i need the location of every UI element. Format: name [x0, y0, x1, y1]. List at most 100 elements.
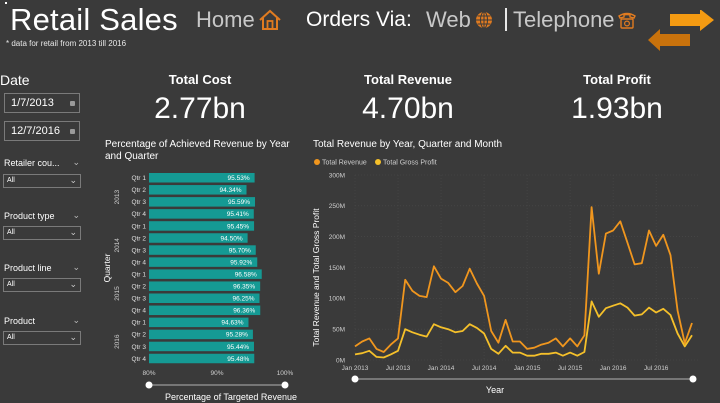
range-slider-end-handle[interactable] — [281, 381, 289, 389]
y-tick-label: 250M — [329, 203, 345, 210]
bar[interactable] — [149, 269, 262, 279]
kpi-total-revenue-value: 4.70bn — [362, 92, 454, 125]
bar-value-label: 95.70% — [229, 247, 251, 254]
bar-value-label: 94.50% — [221, 235, 243, 242]
slicer-value: All — [7, 177, 15, 184]
quarter-label: Qtr 1 — [132, 271, 147, 278]
slicer-label: Product line — [4, 263, 52, 273]
achieved-revenue-bar-chart: 2013 Qtr 1 95.53% Qtr 2 94.34% Qtr 3 95.59% Qtr… — [102, 173, 297, 402]
range-slider-end-handle[interactable] — [689, 375, 697, 383]
bar[interactable] — [149, 317, 249, 328]
bar[interactable] — [149, 209, 254, 219]
nav-separator — [505, 8, 507, 31]
telephone-nav-button[interactable]: Telephone — [513, 7, 637, 33]
bar[interactable] — [149, 329, 253, 340]
bar-value-label: 95.28% — [226, 332, 248, 339]
web-nav-button[interactable]: Web — [426, 7, 493, 33]
bar-value-label: 96.35% — [233, 284, 255, 291]
bar[interactable] — [149, 245, 256, 255]
total-revenue-line[interactable] — [354, 206, 693, 353]
bar[interactable] — [149, 197, 256, 207]
retailer-country-dropdown[interactable]: All ⌄ — [3, 174, 81, 188]
telephone-label: Telephone — [513, 7, 615, 32]
range-slider-start-handle[interactable] — [351, 375, 359, 383]
home-nav-button[interactable]: Home — [196, 7, 282, 33]
chevron-down-icon: ⌄ — [72, 315, 80, 325]
product-slicer-header[interactable]: Product ⌄ — [4, 315, 80, 326]
telephone-icon — [617, 12, 636, 29]
quarter-label: Qtr 2 — [132, 332, 147, 339]
calendar-icon[interactable] — [70, 129, 75, 134]
home-icon — [259, 9, 281, 30]
bar[interactable] — [149, 305, 261, 316]
chevron-down-icon: ⌄ — [72, 157, 80, 167]
range-slider-start-handle[interactable] — [145, 381, 153, 389]
product-dropdown[interactable]: All ⌄ — [3, 331, 81, 345]
bar[interactable] — [149, 221, 255, 231]
product-type-dropdown[interactable]: All ⌄ — [3, 226, 81, 240]
x-tick-label: Jul 2013 — [386, 365, 411, 372]
x-tick-label: Jan 2014 — [428, 365, 455, 372]
slicer-label: Retailer cou... — [4, 158, 60, 168]
x-tick-label: Jul 2014 — [472, 365, 497, 372]
legend-label-total-revenue[interactable]: Total Revenue — [322, 160, 367, 167]
slicer-label: Product — [4, 316, 36, 326]
bar[interactable] — [149, 281, 261, 291]
x-axis-title: Year — [486, 385, 504, 395]
y-axis-title: Total Revenue and Total Gross Profit — [311, 208, 321, 347]
year-label: 2013 — [114, 189, 121, 204]
legend-marker-total-revenue — [314, 159, 320, 165]
quarter-label: Qtr 1 — [132, 223, 147, 230]
y-tick-label: 0M — [336, 357, 345, 364]
product-line-dropdown[interactable]: All ⌄ — [3, 278, 81, 292]
bar-chart-title: Percentage of Achieved Revenue by Year a… — [105, 139, 290, 162]
bar-value-label: 95.92% — [230, 259, 252, 266]
x-tick-label: Jan 2016 — [600, 365, 627, 372]
retailer-country-slicer-header[interactable]: Retailer cou... ⌄ — [4, 157, 80, 168]
kpi-total-cost-label: Total Cost — [168, 72, 232, 87]
kpi-total-profit-value: 1.93bn — [571, 92, 663, 125]
year-label: 2014 — [114, 238, 121, 253]
x-tick-label: Jul 2015 — [558, 365, 583, 372]
date-end-input[interactable]: 12/7/2016 — [4, 121, 80, 141]
bar[interactable] — [149, 173, 255, 183]
y-tick-label: 50M — [332, 326, 345, 333]
product-type-slicer-header[interactable]: Product type ⌄ — [4, 210, 80, 221]
y-tick-label: 150M — [329, 265, 345, 272]
bar-value-label: 95.59% — [228, 199, 250, 206]
kpi-total-cost-value: 2.77bn — [154, 92, 246, 125]
legend-marker-total-gross-profit — [375, 159, 381, 165]
calendar-icon[interactable] — [70, 101, 75, 106]
quarter-label: Qtr 4 — [132, 211, 147, 218]
quarter-label: Qtr 3 — [132, 199, 147, 206]
total-gross-profit-line[interactable] — [354, 300, 693, 359]
x-tick-label: 100% — [277, 370, 294, 377]
x-tick-label: Jan 2015 — [514, 365, 541, 372]
bar-value-label: 96.58% — [235, 271, 257, 278]
y-tick-label: 100M — [329, 296, 345, 303]
product-line-slicer-header[interactable]: Product line ⌄ — [4, 262, 80, 273]
swap-page-icon[interactable] — [648, 10, 714, 52]
bar[interactable] — [149, 353, 255, 364]
kpi-total-revenue-label: Total Revenue — [364, 72, 452, 87]
line-chart-title: Total Revenue by Year, Quarter and Month — [313, 139, 503, 150]
quarter-label: Qtr 3 — [132, 344, 147, 351]
slicer-value: All — [7, 281, 15, 288]
quarter-label: Qtr 2 — [132, 284, 147, 291]
bar[interactable] — [149, 233, 248, 243]
bar[interactable] — [149, 257, 258, 267]
bar-value-label: 95.53% — [228, 175, 250, 182]
title-marker — [5, 2, 7, 4]
quarter-label: Qtr 4 — [132, 356, 147, 363]
date-start-input[interactable]: 1/7/2013 — [4, 93, 80, 113]
bar[interactable] — [149, 341, 254, 352]
slicer-value: All — [7, 229, 15, 236]
quarter-label: Qtr 3 — [132, 296, 147, 303]
kpi-total-profit-label: Total Profit — [583, 72, 651, 87]
bar[interactable] — [149, 293, 260, 304]
bar[interactable] — [149, 185, 247, 195]
quarter-label: Qtr 4 — [132, 308, 147, 315]
bar-value-label: 94.63% — [221, 320, 243, 327]
revenue-line-chart: Total Revenue Total Gross Profit 0M 50M 100M… — [311, 159, 698, 395]
legend-label-total-gross-profit[interactable]: Total Gross Profit — [383, 160, 437, 167]
